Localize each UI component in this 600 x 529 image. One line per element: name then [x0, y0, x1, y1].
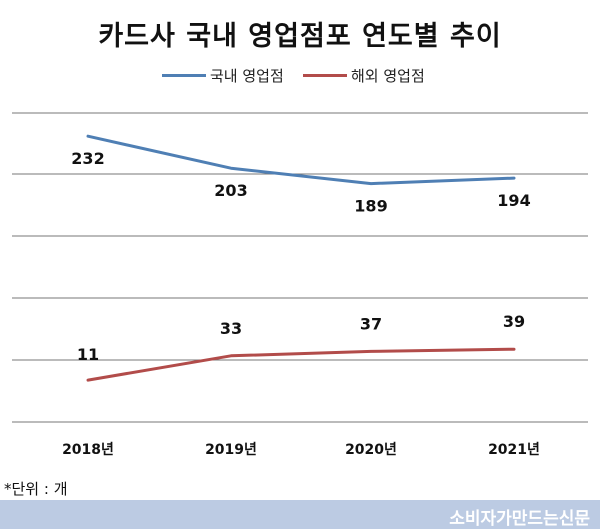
chart-title: 카드사 국내 영업점포 연도별 추이	[98, 21, 502, 52]
unit-note: *단위 : 개	[4, 480, 68, 498]
data-label: 189	[354, 197, 387, 216]
data-label: 37	[360, 314, 382, 333]
x-tick-label: 2019년	[205, 442, 257, 458]
data-label: 194	[497, 191, 530, 210]
series-line	[86, 134, 516, 186]
data-label: 203	[214, 181, 247, 200]
legend-swatch-overseas	[303, 74, 347, 77]
legend: 국내 영업점 해외 영업점	[0, 65, 600, 85]
series-line	[86, 347, 516, 382]
legend-item-overseas: 해외 영업점	[303, 65, 425, 86]
legend-label-overseas: 해외 영업점	[351, 67, 425, 85]
x-tick-label: 2020년	[345, 442, 397, 458]
x-tick-label: 2018년	[62, 442, 114, 458]
data-label: 33	[220, 319, 242, 338]
data-label: 232	[71, 149, 104, 168]
x-tick-label: 2021년	[488, 442, 540, 458]
data-label: 39	[503, 312, 525, 331]
legend-label-domestic: 국내 영업점	[210, 67, 284, 85]
footer-bar: 소비자가만드는신문	[0, 500, 600, 529]
legend-item-domestic: 국내 영업점	[162, 65, 284, 86]
data-label: 11	[77, 345, 99, 364]
footer-brand: 소비자가만드는신문	[449, 509, 590, 529]
legend-swatch-domestic	[162, 74, 206, 77]
